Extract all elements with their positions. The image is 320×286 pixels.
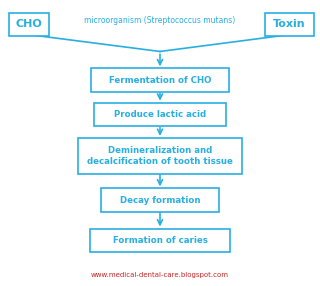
FancyBboxPatch shape bbox=[265, 13, 315, 36]
Text: Fermentation of CHO: Fermentation of CHO bbox=[109, 76, 211, 85]
Text: microorganism (Streptococcus mutans): microorganism (Streptococcus mutans) bbox=[84, 15, 236, 25]
FancyBboxPatch shape bbox=[78, 138, 242, 174]
Text: Produce lactic acid: Produce lactic acid bbox=[114, 110, 206, 119]
Text: Decay formation: Decay formation bbox=[120, 196, 200, 205]
Text: Toxin: Toxin bbox=[273, 19, 306, 29]
FancyBboxPatch shape bbox=[9, 13, 49, 36]
FancyBboxPatch shape bbox=[90, 229, 230, 252]
Text: Demineralization and
decalcification of tooth tissue: Demineralization and decalcification of … bbox=[87, 146, 233, 166]
Text: Formation of caries: Formation of caries bbox=[113, 236, 207, 245]
FancyBboxPatch shape bbox=[94, 103, 226, 126]
FancyBboxPatch shape bbox=[101, 188, 219, 212]
Text: CHO: CHO bbox=[15, 19, 42, 29]
FancyBboxPatch shape bbox=[91, 68, 229, 92]
Text: www.medical-dental-care.blogspot.com: www.medical-dental-care.blogspot.com bbox=[91, 272, 229, 277]
